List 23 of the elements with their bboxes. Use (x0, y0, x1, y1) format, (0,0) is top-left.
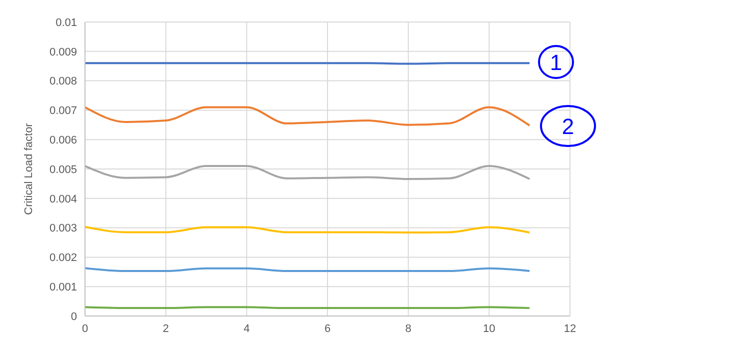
y-tick-label: 0.002 (49, 252, 77, 264)
x-tick-label: 8 (405, 322, 412, 335)
y-tick-label: 0.009 (49, 46, 77, 58)
x-tick-label: 10 (483, 322, 496, 335)
x-tick-label: 0 (82, 322, 88, 335)
y-tick-label: 0.008 (49, 76, 77, 88)
x-tick-label: 4 (244, 322, 250, 335)
y-tick-label: 0.006 (49, 134, 77, 147)
x-tick-label: 2 (162, 322, 169, 335)
annotation: 1 (550, 50, 562, 75)
line-series (85, 165, 531, 180)
y-tick-label: 0.005 (49, 164, 77, 176)
y-tick-label: 0.001 (49, 282, 77, 294)
line-series (85, 106, 531, 126)
x-tick-label: 12 (564, 322, 576, 335)
y-tick-label: 0.007 (49, 105, 77, 118)
x-tick-label: 6 (324, 322, 331, 335)
annotation: 2 (562, 114, 574, 139)
y-tick-label: 0 (70, 310, 77, 323)
y-axis-title: Critical Load factor (22, 122, 35, 215)
y-tick-label: 0.01 (56, 16, 77, 29)
y-tick-label: 0.003 (49, 222, 77, 235)
y-tick-label: 0.004 (49, 193, 77, 206)
